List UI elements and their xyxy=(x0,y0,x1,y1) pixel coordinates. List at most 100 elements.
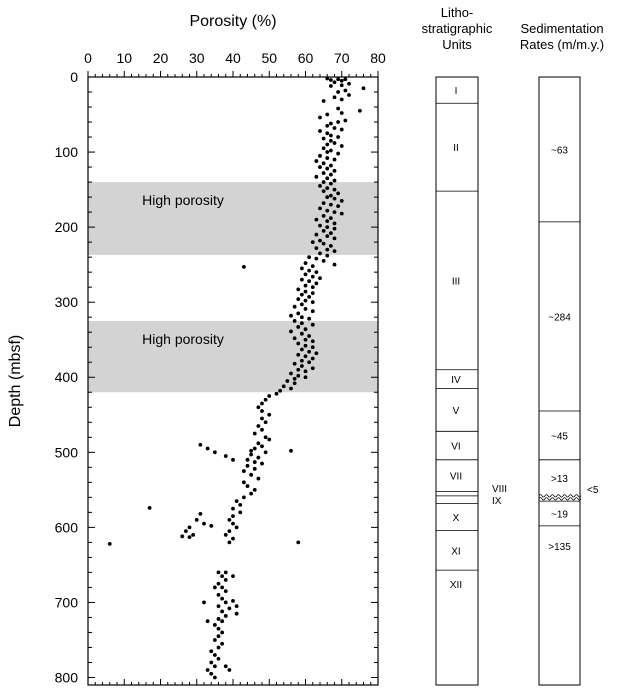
data-point xyxy=(296,341,301,346)
x-axis-title: Porosity (%) xyxy=(189,13,276,30)
data-point xyxy=(292,319,297,323)
data-point xyxy=(332,141,337,145)
data-point xyxy=(325,225,330,230)
data-point xyxy=(325,142,330,147)
data-point xyxy=(296,352,301,357)
data-point xyxy=(198,442,203,447)
data-point xyxy=(318,183,322,188)
y-tick-label: 700 xyxy=(55,594,79,610)
data-point xyxy=(343,118,348,123)
data-point xyxy=(318,206,322,211)
data-point xyxy=(220,585,225,590)
data-point xyxy=(212,623,217,627)
data-point xyxy=(227,668,232,672)
data-point xyxy=(289,313,293,318)
data-point xyxy=(205,668,210,672)
data-point xyxy=(328,181,333,186)
data-point xyxy=(303,272,308,277)
sed-rate-label: ~284 xyxy=(548,312,571,323)
data-point xyxy=(292,361,297,366)
data-point xyxy=(260,416,264,421)
unconformity-line xyxy=(538,494,582,498)
data-point xyxy=(303,261,308,266)
sed-title-line: Rates (m/m.y.) xyxy=(520,37,604,52)
data-point xyxy=(303,283,308,288)
data-point xyxy=(318,238,322,243)
litho-unit-label: V xyxy=(453,406,460,417)
litho-unit-label: X xyxy=(453,513,460,524)
data-point xyxy=(249,448,254,453)
data-point xyxy=(336,90,341,94)
litho-column-frame xyxy=(435,76,479,686)
data-point xyxy=(238,502,243,507)
data-point xyxy=(357,108,362,113)
data-point xyxy=(198,511,203,516)
data-point xyxy=(321,241,326,246)
data-point xyxy=(339,97,344,102)
data-point xyxy=(202,521,206,526)
data-point xyxy=(220,574,225,579)
y-tick-label: 300 xyxy=(55,294,79,310)
data-point xyxy=(325,186,330,190)
data-point xyxy=(307,334,312,338)
data-point xyxy=(212,585,217,590)
data-point xyxy=(328,133,333,138)
data-point xyxy=(332,236,337,241)
data-point xyxy=(310,274,315,279)
data-point xyxy=(328,163,333,168)
data-point xyxy=(325,131,330,136)
data-point xyxy=(328,138,333,143)
data-point xyxy=(328,121,333,126)
data-point xyxy=(318,153,322,158)
data-point xyxy=(303,307,308,311)
data-point xyxy=(249,472,254,477)
data-point xyxy=(252,446,257,451)
data-point xyxy=(314,270,319,275)
sed-rate-label: ~63 xyxy=(551,145,568,156)
data-point xyxy=(314,174,319,179)
data-point xyxy=(328,148,333,153)
data-point xyxy=(314,159,319,163)
data-point xyxy=(183,529,188,534)
band-label: High porosity xyxy=(142,192,224,208)
data-point xyxy=(328,84,333,88)
data-point xyxy=(107,541,112,546)
data-point xyxy=(296,367,301,372)
data-point xyxy=(325,208,330,213)
data-point xyxy=(310,240,315,245)
data-point xyxy=(318,223,322,228)
data-point xyxy=(220,619,225,624)
data-point xyxy=(216,581,221,586)
data-point xyxy=(339,144,344,148)
data-point xyxy=(252,431,257,436)
data-point xyxy=(234,525,239,530)
data-point xyxy=(310,300,315,305)
y-axis-title: Depth (mbsf) xyxy=(7,335,24,427)
data-point xyxy=(303,298,308,303)
data-point xyxy=(328,172,333,177)
data-point xyxy=(303,354,308,359)
data-point xyxy=(227,540,232,545)
data-point xyxy=(220,630,225,635)
data-point xyxy=(318,129,322,133)
data-point xyxy=(307,295,312,299)
data-point xyxy=(314,232,319,237)
data-point xyxy=(314,217,319,222)
data-point xyxy=(310,356,315,361)
data-point xyxy=(307,349,312,354)
data-point xyxy=(263,435,268,440)
data-point xyxy=(325,166,330,171)
data-point xyxy=(296,311,301,316)
y-tick-label: 0 xyxy=(70,69,78,85)
data-point xyxy=(332,126,337,130)
data-point xyxy=(212,450,217,455)
x-tick-label: 70 xyxy=(334,50,350,66)
data-point xyxy=(260,401,264,406)
data-point xyxy=(292,336,297,341)
y-tick-label: 500 xyxy=(55,444,79,460)
y-axis-ticks: 0 100 200 300 400 500 600 700 800 xyxy=(55,69,378,685)
data-point xyxy=(289,386,293,391)
data-point xyxy=(234,604,239,609)
data-point xyxy=(220,641,225,646)
data-point xyxy=(332,95,337,100)
